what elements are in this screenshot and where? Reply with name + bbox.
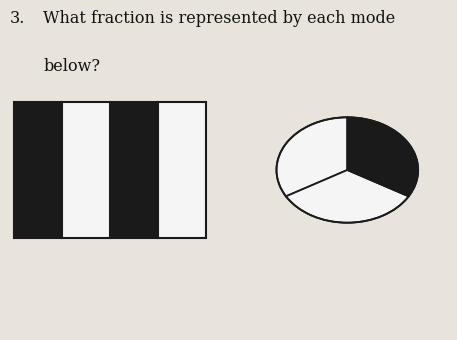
Wedge shape xyxy=(347,117,418,197)
Wedge shape xyxy=(286,170,409,223)
Text: below?: below? xyxy=(43,58,101,75)
Bar xyxy=(158,102,206,238)
Text: What fraction is represented by each mode: What fraction is represented by each mod… xyxy=(43,10,396,27)
Text: 3.: 3. xyxy=(10,10,26,27)
Bar xyxy=(110,102,158,238)
Bar xyxy=(14,102,206,238)
Bar xyxy=(62,102,110,238)
Wedge shape xyxy=(276,117,347,197)
Bar xyxy=(14,102,62,238)
